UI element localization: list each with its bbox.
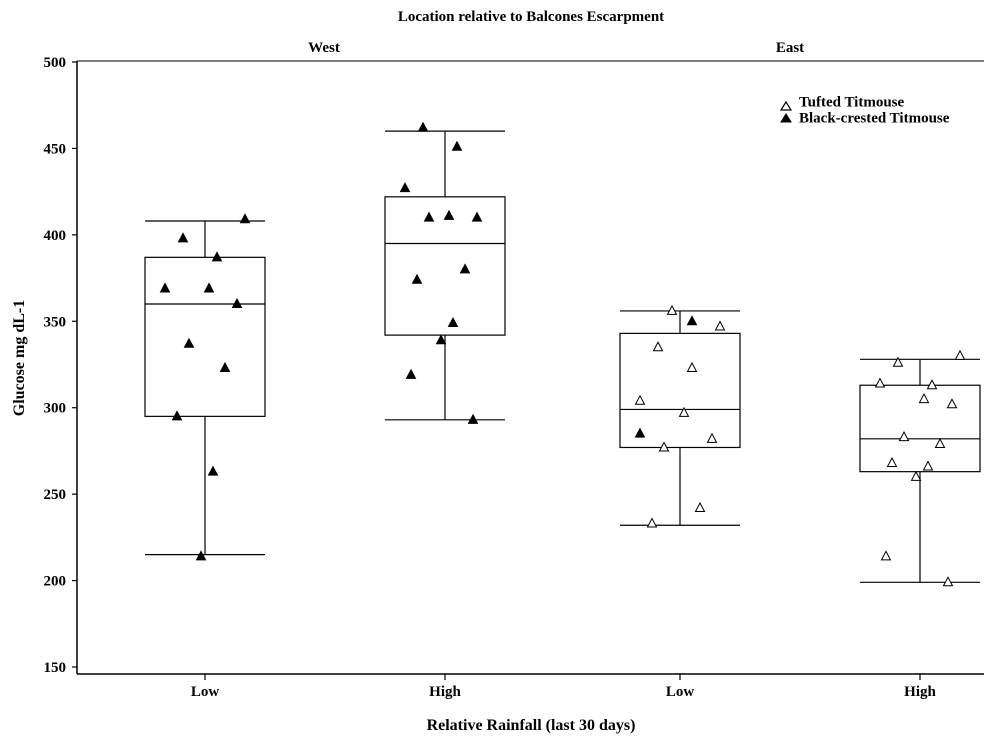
point-black-crested-titmouse [203, 282, 215, 293]
iqr-box [144, 256, 266, 417]
point-black-crested-titmouse [171, 410, 183, 421]
point-black-crested-titmouse [443, 209, 455, 220]
point-tufted-titmouse [706, 432, 718, 443]
point-tufted-titmouse [918, 393, 930, 404]
point-tufted-titmouse [646, 517, 658, 528]
point-tufted-titmouse [892, 356, 904, 367]
iqr-box [619, 332, 741, 449]
y-tick-label: 450 [44, 141, 67, 157]
point-black-crested-titmouse [451, 140, 463, 151]
y-axis: 150 200 250 300 350 400 450 500 [44, 55, 77, 676]
y-tick-label: 500 [44, 55, 67, 71]
point-black-crested-titmouse [459, 263, 471, 274]
y-tick-label: 300 [44, 401, 67, 417]
point-tufted-titmouse [634, 394, 646, 405]
y-axis-label: Glucose mg dL-1 [11, 300, 28, 416]
x-tick-label: High [429, 684, 461, 700]
point-tufted-titmouse [886, 456, 898, 468]
box-west-high [384, 130, 506, 421]
box-west-low [144, 220, 266, 556]
point-black-crested-titmouse [411, 273, 423, 284]
data-points [159, 121, 966, 587]
point-black-crested-titmouse [435, 334, 447, 345]
point-black-crested-titmouse [447, 316, 459, 328]
point-black-crested-titmouse [207, 465, 219, 476]
point-black-crested-titmouse [405, 368, 417, 379]
point-tufted-titmouse [666, 304, 678, 315]
point-black-crested-titmouse [417, 121, 429, 132]
group-label-west: West [308, 40, 340, 56]
point-tufted-titmouse [922, 460, 934, 471]
point-black-crested-titmouse [239, 213, 251, 224]
point-black-crested-titmouse [686, 315, 698, 326]
boxes [144, 130, 981, 583]
point-black-crested-titmouse [423, 211, 435, 222]
point-black-crested-titmouse [471, 211, 483, 222]
y-tick-label: 150 [44, 660, 67, 676]
iqr-box [384, 196, 506, 336]
box-east-high [859, 358, 981, 583]
point-tufted-titmouse [898, 431, 910, 442]
point-tufted-titmouse [686, 361, 698, 372]
point-black-crested-titmouse [399, 182, 411, 193]
legend-label-tufted: Tufted Titmouse [799, 94, 905, 110]
point-tufted-titmouse [694, 501, 706, 512]
point-black-crested-titmouse [177, 232, 189, 243]
iqr-box [859, 384, 981, 473]
point-tufted-titmouse [880, 550, 892, 561]
group-label-east: East [776, 40, 804, 56]
chart-title: Location relative to Balcones Escarpment [398, 9, 664, 25]
x-tick-label: Low [666, 684, 695, 700]
point-black-crested-titmouse [159, 282, 171, 293]
point-tufted-titmouse [658, 441, 670, 452]
x-tick-label: High [904, 684, 936, 700]
y-tick-label: 400 [44, 228, 67, 244]
point-black-crested-titmouse [231, 297, 243, 308]
point-tufted-titmouse [652, 341, 664, 352]
legend-marker-tufted [779, 100, 793, 111]
point-tufted-titmouse [954, 349, 966, 360]
point-tufted-titmouse [874, 377, 886, 388]
point-black-crested-titmouse [211, 251, 223, 262]
point-tufted-titmouse [934, 437, 946, 449]
legend: Tufted Titmouse Black-crested Titmouse [779, 94, 950, 126]
point-tufted-titmouse [678, 406, 690, 417]
point-black-crested-titmouse [183, 337, 195, 348]
point-black-crested-titmouse [467, 413, 479, 424]
point-tufted-titmouse [926, 379, 938, 390]
y-tick-label: 350 [44, 314, 67, 330]
point-black-crested-titmouse [219, 361, 231, 372]
point-black-crested-titmouse [195, 550, 207, 561]
x-axis: Low High Low High [191, 674, 936, 700]
legend-label-black-crested: Black-crested Titmouse [799, 110, 950, 126]
box-east-low [619, 310, 741, 526]
point-tufted-titmouse [910, 470, 922, 481]
point-tufted-titmouse [942, 576, 954, 587]
x-axis-label: Relative Rainfall (last 30 days) [427, 717, 636, 734]
point-tufted-titmouse [946, 398, 958, 409]
point-tufted-titmouse [714, 320, 726, 331]
y-tick-label: 200 [44, 574, 67, 590]
legend-marker-black-crested [780, 113, 792, 123]
point-black-crested-titmouse [634, 427, 646, 438]
x-tick-label: Low [191, 684, 220, 700]
y-tick-label: 250 [44, 487, 67, 503]
